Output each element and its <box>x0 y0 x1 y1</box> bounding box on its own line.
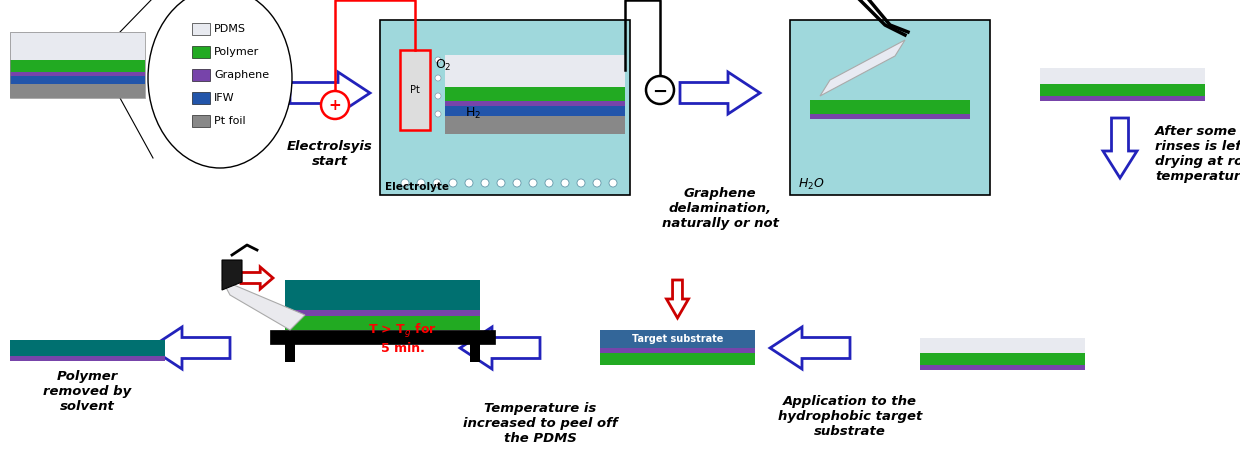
Bar <box>285 280 480 310</box>
Bar <box>285 316 480 330</box>
Bar <box>10 356 165 361</box>
Polygon shape <box>222 280 305 330</box>
Bar <box>10 32 145 98</box>
Bar <box>445 116 625 134</box>
Text: −: − <box>652 83 667 101</box>
Circle shape <box>401 179 409 187</box>
Bar <box>10 340 165 356</box>
Bar <box>445 55 625 87</box>
Text: O$_2$: O$_2$ <box>435 58 451 73</box>
Bar <box>1040 68 1205 84</box>
Circle shape <box>435 57 441 63</box>
Polygon shape <box>820 40 905 96</box>
Text: Application to the
hydrophobic target
substrate: Application to the hydrophobic target su… <box>777 395 923 438</box>
Circle shape <box>435 93 441 99</box>
Bar <box>600 330 755 348</box>
Circle shape <box>609 179 618 187</box>
Circle shape <box>465 179 472 187</box>
Circle shape <box>435 75 441 81</box>
Polygon shape <box>667 280 688 318</box>
Bar <box>10 60 145 72</box>
Text: H$_2$: H$_2$ <box>465 106 481 121</box>
Bar <box>285 344 295 362</box>
Bar <box>192 92 210 104</box>
Circle shape <box>529 179 537 187</box>
Text: Hot plate: Hot plate <box>275 331 332 345</box>
Polygon shape <box>150 327 229 369</box>
Circle shape <box>646 76 675 104</box>
Circle shape <box>481 179 489 187</box>
Circle shape <box>560 179 569 187</box>
Polygon shape <box>1104 118 1137 178</box>
Circle shape <box>417 179 425 187</box>
Text: +: + <box>329 98 341 112</box>
Polygon shape <box>222 260 242 290</box>
Bar <box>192 46 210 58</box>
Ellipse shape <box>148 0 291 168</box>
Bar <box>401 50 430 130</box>
Polygon shape <box>680 72 760 114</box>
Text: After some
rinses is left
drying at room
temperature: After some rinses is left drying at room… <box>1154 125 1240 183</box>
Bar <box>270 330 495 344</box>
Circle shape <box>321 91 348 119</box>
Bar <box>10 76 145 84</box>
Bar <box>790 20 990 195</box>
Text: Graphene
delamination,
naturally or not: Graphene delamination, naturally or not <box>661 187 779 230</box>
Circle shape <box>497 179 505 187</box>
Text: Electrolyte: Electrolyte <box>384 182 449 192</box>
Circle shape <box>433 179 441 187</box>
Bar <box>10 32 145 60</box>
Polygon shape <box>770 327 849 369</box>
Bar <box>1040 84 1205 96</box>
Text: Graphene: Graphene <box>215 70 269 80</box>
Circle shape <box>435 111 441 117</box>
Bar <box>810 114 970 119</box>
Text: T > T$_g$ for
5 min.: T > T$_g$ for 5 min. <box>368 321 436 354</box>
Circle shape <box>546 179 553 187</box>
Bar <box>10 72 145 76</box>
Bar <box>920 353 1085 365</box>
Bar <box>920 338 1085 353</box>
Bar <box>445 106 625 116</box>
Text: Electrolsyis
start: Electrolsyis start <box>288 140 373 168</box>
Text: Pt foil: Pt foil <box>215 116 246 126</box>
Bar <box>1040 96 1205 101</box>
Text: H$_2$O: H$_2$O <box>799 177 825 192</box>
Bar <box>470 344 480 362</box>
Bar <box>285 310 480 316</box>
Bar <box>379 20 630 195</box>
Text: Target substrate: Target substrate <box>632 334 723 344</box>
Bar <box>445 87 625 101</box>
Text: Pt: Pt <box>410 85 420 95</box>
Text: Polymer: Polymer <box>215 47 259 57</box>
Bar <box>920 365 1085 370</box>
Polygon shape <box>241 267 273 289</box>
Bar <box>600 348 755 353</box>
Bar <box>600 353 755 365</box>
Text: PDMS: PDMS <box>215 24 246 34</box>
Bar <box>192 115 210 127</box>
Circle shape <box>577 179 585 187</box>
Bar <box>192 23 210 35</box>
Bar <box>445 101 625 106</box>
Bar <box>810 100 970 114</box>
Text: IFW: IFW <box>215 93 234 103</box>
Circle shape <box>513 179 521 187</box>
Text: Polymer
removed by
solvent: Polymer removed by solvent <box>43 370 131 413</box>
Polygon shape <box>825 68 844 100</box>
Bar <box>192 69 210 81</box>
Polygon shape <box>460 327 539 369</box>
Bar <box>10 84 145 98</box>
Text: Temperature is
increased to peel off
the PDMS: Temperature is increased to peel off the… <box>463 402 618 445</box>
Circle shape <box>593 179 601 187</box>
Polygon shape <box>290 72 370 114</box>
Circle shape <box>449 179 458 187</box>
